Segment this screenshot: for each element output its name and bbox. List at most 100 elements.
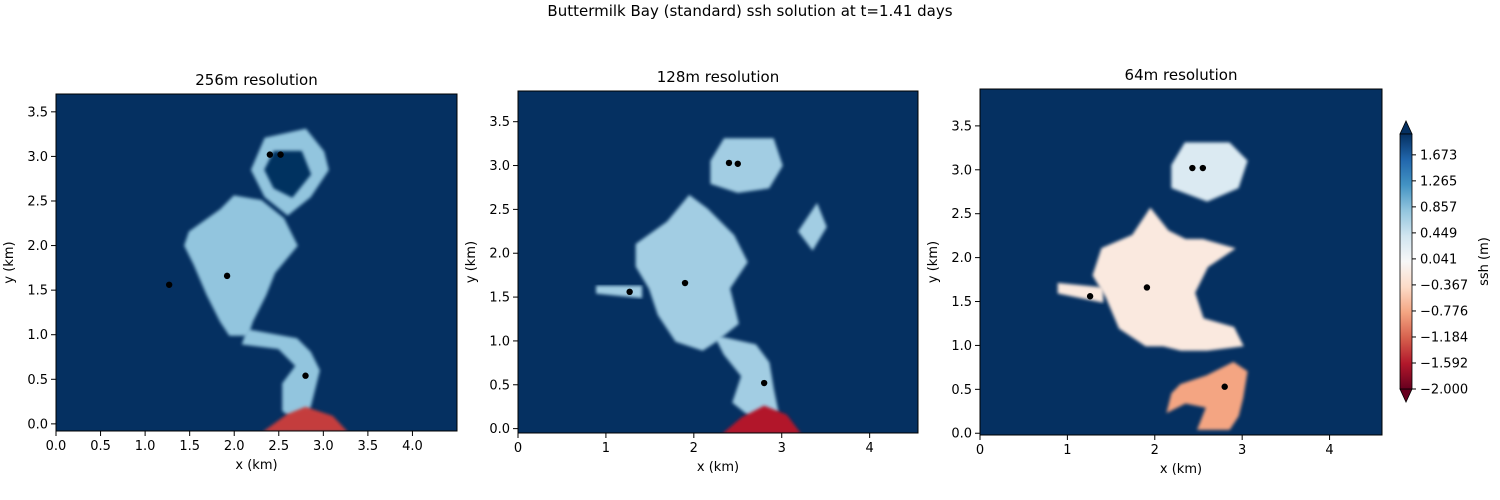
y-tick-label: 3.0 — [951, 163, 972, 178]
station-marker — [681, 279, 689, 287]
y-tick-label: 0.5 — [489, 378, 510, 393]
x-axis-label: x (km) — [1160, 462, 1202, 477]
station-marker — [734, 160, 741, 167]
station-marker — [165, 281, 173, 288]
x-tick-label: 1.5 — [179, 439, 200, 454]
colorbar-extend-min — [1399, 388, 1413, 403]
figure-title: Buttermilk Bay (standard) ssh solution a… — [547, 2, 952, 20]
x-tick-label: 3 — [1238, 443, 1246, 458]
y-tick-label: 3.5 — [27, 105, 48, 120]
station-marker — [1086, 293, 1094, 300]
x-tick-label: 0 — [514, 441, 522, 456]
colorbar: −2.000 −1.592 −1.184 −0.776 −0.367 0.041 0.449… — [1399, 120, 1492, 403]
axes-frame — [979, 88, 1383, 436]
x-axis-label: x (km) — [697, 460, 739, 475]
x-tick-label: 2 — [1151, 443, 1159, 458]
ssh-region-upper-ring-hole — [264, 150, 312, 198]
station-marker — [302, 372, 309, 379]
x-tick-label: 4 — [1325, 443, 1333, 458]
y-tick-label: 1.0 — [27, 328, 48, 343]
station-marker — [1189, 164, 1196, 172]
panel-title: 64m resolution — [1125, 66, 1238, 84]
y-tick-label: 2.5 — [489, 203, 510, 218]
x-axis-label: x (km) — [235, 458, 277, 473]
colorbar-tick-label: −1.184 — [1420, 330, 1468, 345]
y-tick-label: 0.0 — [489, 422, 510, 437]
x-tick-label: 0.5 — [90, 439, 111, 454]
y-tick-label: 0.5 — [27, 373, 48, 388]
colorbar-tick-label: −2.000 — [1420, 383, 1468, 398]
y-tick-label: 1.0 — [951, 339, 972, 354]
ssh-region-mouth-red — [263, 406, 347, 431]
colorbar-tick-label: 0.449 — [1420, 226, 1457, 241]
ssh-field — [56, 94, 457, 431]
panel-64m: 0 1 2 3 4 0.0 0.5 1.0 1.5 2.0 2.5 3.0 3.5 x (km) y (km… — [926, 66, 1383, 477]
colorbar-tick-label: 0.041 — [1420, 252, 1457, 267]
station-marker — [1143, 284, 1151, 291]
ssh-region-lower-channel — [1166, 361, 1248, 430]
colorbar-tick-label: 1.265 — [1420, 174, 1457, 189]
y-tick-label: 3.5 — [951, 119, 972, 134]
y-tick-label: 0.0 — [27, 417, 48, 432]
y-axis-label: y (km) — [926, 241, 941, 283]
x-tick-label: 2 — [690, 441, 698, 456]
x-tick-label: 3 — [778, 441, 786, 456]
x-tick-label: 1 — [602, 441, 610, 456]
ssh-region-main-basin — [635, 194, 748, 351]
x-tick-label: 4.0 — [402, 439, 423, 454]
y-tick-label: 2.0 — [489, 247, 510, 262]
ssh-region-main-basin — [1092, 207, 1244, 351]
panel-title: 256m resolution — [195, 71, 317, 89]
ssh-region-main-basin — [184, 195, 298, 336]
y-tick-label: 0.0 — [951, 427, 972, 442]
panel-title: 128m resolution — [657, 68, 779, 86]
axes-frame — [55, 93, 458, 432]
y-tick-label: 2.5 — [27, 194, 48, 209]
station-marker — [1199, 164, 1207, 172]
y-tick-label: 1.5 — [951, 295, 972, 310]
colorbar-tick-label: −1.592 — [1420, 356, 1468, 371]
y-tick-label: 1.0 — [489, 334, 510, 349]
x-tick-label: 3.0 — [313, 439, 334, 454]
x-tick-label: 1.0 — [135, 439, 156, 454]
station-marker — [1221, 383, 1228, 390]
x-tick-label: 1 — [1063, 443, 1071, 458]
colorbar-tick-label: −0.367 — [1420, 278, 1468, 293]
ssh-field — [980, 89, 1382, 435]
station-marker — [725, 159, 733, 167]
y-tick-label: 1.5 — [27, 284, 48, 299]
y-tick-label: 3.0 — [27, 150, 48, 165]
x-tick-label: 2.0 — [224, 439, 245, 454]
y-axis-label: y (km) — [464, 241, 479, 283]
station-marker — [223, 272, 231, 280]
y-axis-label: y (km) — [2, 241, 17, 283]
ssh-region-mouth-red — [723, 405, 801, 433]
x-tick-label: 0 — [976, 443, 984, 458]
y-tick-label: 2.5 — [951, 207, 972, 222]
x-tick-label: 4 — [866, 441, 874, 456]
y-tick-label: 2.0 — [951, 251, 972, 266]
colorbar-tick-label: 1.673 — [1420, 148, 1457, 163]
station-marker — [266, 151, 274, 158]
y-tick-label: 0.5 — [951, 383, 972, 398]
colorbar-tick-label: 0.857 — [1420, 200, 1457, 215]
colorbar-extend-max — [1399, 120, 1413, 135]
panel-256m: 0.0 0.5 1.0 1.5 2.0 2.5 3.0 3.5 4.0 0.0 0.5 1.0 1.5 2… — [2, 71, 458, 473]
station-marker — [626, 288, 633, 296]
ssh-field — [518, 91, 918, 433]
colorbar-tick-label: −0.776 — [1420, 304, 1468, 319]
station-marker — [277, 151, 284, 158]
axes-frame — [517, 90, 919, 434]
y-tick-label: 3.0 — [489, 159, 510, 174]
x-tick-label: 2.5 — [268, 439, 289, 454]
ssh-region-upper-lobe — [1171, 142, 1248, 202]
colorbar-label: ssh (m) — [1477, 237, 1492, 286]
x-tick-label: 0.0 — [46, 439, 67, 454]
y-tick-label: 3.5 — [489, 115, 510, 130]
ssh-region-upper-lobe — [710, 138, 783, 193]
y-tick-label: 2.0 — [27, 239, 48, 254]
colorbar-bar — [1399, 133, 1413, 390]
y-tick-label: 1.5 — [489, 291, 510, 306]
panel-128m: 0 1 2 3 4 0.0 0.5 1.0 1.5 2.0 2.5 3.0 3.5 x (km) y (km… — [464, 68, 919, 475]
